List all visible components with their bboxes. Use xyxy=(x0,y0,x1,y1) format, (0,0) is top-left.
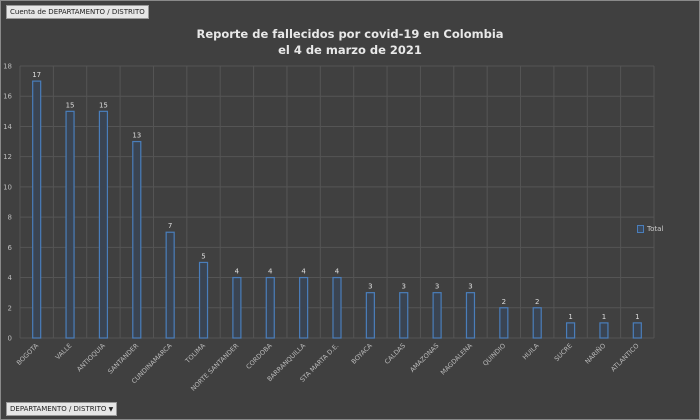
data-label: 4 xyxy=(268,268,273,276)
data-label: 3 xyxy=(402,283,406,291)
bar xyxy=(499,307,509,339)
x-tick-label: QUINDIO xyxy=(481,342,507,368)
value-field-button[interactable]: Cuenta de DEPARTAMENTO / DISTRITO xyxy=(6,5,149,19)
data-label: 2 xyxy=(535,298,539,306)
x-tick-label: CORDOBA xyxy=(245,341,275,371)
data-label: 15 xyxy=(99,101,108,109)
data-label: 2 xyxy=(502,298,506,306)
bar xyxy=(65,110,75,339)
bar xyxy=(165,231,175,339)
x-tick-label: ATLANTICO xyxy=(609,342,640,373)
x-tick-label: VALLE xyxy=(54,342,74,362)
bar xyxy=(98,110,109,339)
chart-subtitle: el 4 de marzo de 2021 xyxy=(278,43,422,57)
bar xyxy=(565,322,576,339)
data-label: 5 xyxy=(201,252,205,260)
bar xyxy=(432,292,442,339)
y-tick-label: 12 xyxy=(3,153,12,161)
y-tick-label: 10 xyxy=(3,183,12,191)
bar xyxy=(265,276,275,339)
x-tick-label: SUCRE xyxy=(553,342,574,363)
data-label: 7 xyxy=(168,222,172,230)
chart-title: Reporte de fallecidos por covid-19 en Co… xyxy=(196,27,504,41)
bar xyxy=(532,307,542,339)
data-label: 3 xyxy=(368,283,372,291)
x-tick-label: BOYACA xyxy=(350,341,374,365)
y-tick-label: 18 xyxy=(3,63,12,71)
x-tick-label: BOGOTA xyxy=(15,341,41,367)
y-tick-label: 0 xyxy=(8,335,12,343)
y-tick-label: 14 xyxy=(3,123,12,131)
y-tick-label: 6 xyxy=(8,244,13,252)
data-label: 3 xyxy=(435,283,439,291)
x-tick-label: NARIÑO xyxy=(583,341,608,366)
bar xyxy=(332,276,342,339)
bar xyxy=(232,276,242,339)
x-tick-label: HUILA xyxy=(521,341,541,361)
axis-field-label: DEPARTAMENTO / DISTRITO xyxy=(10,405,107,413)
x-tick-label: MAGDALENA xyxy=(439,341,474,376)
y-tick-label: 2 xyxy=(8,304,12,312)
bar xyxy=(198,261,209,339)
data-label: 1 xyxy=(568,313,572,321)
data-label: 15 xyxy=(66,101,75,109)
bar xyxy=(599,322,609,339)
data-label: 4 xyxy=(235,268,240,276)
y-tick-label: 8 xyxy=(8,214,12,222)
x-tick-label: CALDAS xyxy=(383,342,407,366)
data-label: 3 xyxy=(468,283,472,291)
y-tick-label: 16 xyxy=(3,93,12,101)
data-label: 13 xyxy=(132,132,141,140)
bar xyxy=(365,292,375,339)
legend-swatch xyxy=(637,225,644,233)
legend: Total xyxy=(637,225,663,233)
x-tick-label: SANTANDER xyxy=(106,341,140,375)
bar xyxy=(299,276,309,339)
data-label: 1 xyxy=(635,313,639,321)
bar xyxy=(132,140,142,339)
bar xyxy=(399,292,409,339)
bar xyxy=(32,80,42,339)
data-label: 4 xyxy=(301,268,306,276)
data-label: 1 xyxy=(602,313,606,321)
bar xyxy=(632,322,642,339)
axis-field-button[interactable]: DEPARTAMENTO / DISTRITO ▼ xyxy=(6,402,118,416)
bar xyxy=(465,292,476,339)
dropdown-arrow-icon: ▼ xyxy=(108,406,114,413)
x-tick-label: ANTIOQUIA xyxy=(75,341,107,373)
legend-label: Total xyxy=(647,225,664,233)
x-tick-label: AMAZONAS xyxy=(408,342,440,374)
x-tick-label: TOLIMA xyxy=(183,341,207,365)
y-tick-label: 4 xyxy=(8,274,13,282)
data-label: 4 xyxy=(335,268,340,276)
data-label: 17 xyxy=(32,71,41,79)
